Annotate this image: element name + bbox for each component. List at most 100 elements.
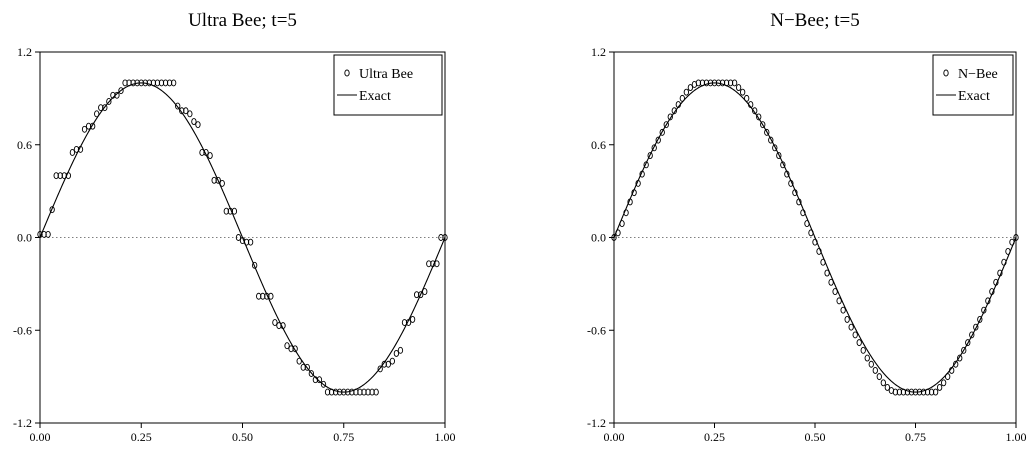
chart1-data-point bbox=[207, 152, 213, 160]
chart2-data-point bbox=[949, 366, 955, 374]
chart1-data-point bbox=[114, 91, 120, 99]
chart2-data-point bbox=[1009, 238, 1015, 246]
chart1-data-point bbox=[296, 357, 302, 365]
chart2-data-point bbox=[756, 113, 762, 121]
chart2-data-point bbox=[989, 288, 995, 296]
chart2-data-point bbox=[667, 113, 673, 121]
chart2-data-point bbox=[932, 388, 939, 396]
chart2-data-point bbox=[880, 379, 886, 387]
chart2-data-point bbox=[627, 198, 633, 206]
chart1-data-point bbox=[219, 179, 225, 187]
chart1-data-point bbox=[183, 107, 189, 115]
chart1-data-point bbox=[292, 345, 298, 353]
chart2-data-point bbox=[635, 179, 641, 187]
chart2-data-point bbox=[679, 94, 685, 102]
chart2-data-point bbox=[643, 161, 649, 169]
chart2-data-point bbox=[812, 238, 818, 246]
chart1-legend-box bbox=[333, 54, 443, 116]
chart2-data-point bbox=[764, 128, 770, 136]
chart2-data-point bbox=[788, 179, 794, 187]
chart1-data-point bbox=[422, 288, 428, 296]
chart2-x-tick-label: 1.00 bbox=[1006, 430, 1027, 444]
chart1-data-point bbox=[203, 149, 209, 156]
chart2-data-point bbox=[852, 331, 858, 339]
chart2-data-point bbox=[639, 170, 645, 178]
chart2-data-point bbox=[864, 354, 870, 362]
chart2-legend-label-numeric: N−Bee bbox=[958, 67, 998, 82]
chart1-data-point bbox=[389, 357, 395, 365]
chart2-title: N−Bee; t=5 bbox=[770, 10, 860, 31]
chart2-data-point bbox=[768, 136, 774, 144]
chart2-data-point bbox=[659, 128, 665, 136]
chart2-data-point bbox=[671, 107, 677, 115]
chart2-data-point bbox=[844, 315, 850, 323]
chart1-data-point bbox=[377, 365, 383, 373]
chart1-data-point bbox=[106, 98, 112, 105]
chart1-data-point bbox=[170, 79, 177, 87]
chart2-y-tick-label: -0.6 bbox=[587, 323, 606, 337]
chart1-data-point bbox=[102, 104, 108, 112]
chart2-data-point bbox=[752, 107, 758, 115]
chart2-data-point bbox=[856, 339, 862, 347]
chart2-data-point bbox=[981, 306, 987, 314]
chart1-data-point bbox=[442, 234, 448, 241]
chart1-data-point bbox=[405, 319, 412, 326]
chart1-data-point bbox=[118, 87, 124, 95]
chart1-data-point bbox=[94, 110, 100, 118]
chart2-data-point bbox=[884, 383, 891, 391]
chart2-data-point bbox=[816, 247, 822, 255]
chart1-title: Ultra Bee; t=5 bbox=[188, 10, 297, 31]
chart2-data-point bbox=[619, 220, 625, 228]
chart2: N−Bee; t=5 0.00 0.25 0.50 0.75 1.00 1.2 0.6 0.0 -… bbox=[587, 10, 1027, 444]
chart2-data-point bbox=[748, 101, 754, 109]
chart1-data-point bbox=[385, 360, 391, 368]
chart2-data-point bbox=[623, 209, 629, 217]
chart2-data-point bbox=[860, 346, 866, 354]
chart2-data-point bbox=[1005, 247, 1011, 255]
chart2-data-point bbox=[969, 331, 975, 339]
chart1-data-point bbox=[280, 322, 286, 330]
chart1-data-point bbox=[215, 176, 221, 184]
chart1-x-tick-label: 0.25 bbox=[131, 430, 152, 444]
chart1-x-tick-label: 0.00 bbox=[30, 430, 51, 444]
chart2-data-point bbox=[731, 79, 738, 87]
chart2-data-point bbox=[683, 88, 690, 96]
chart2-legend-marker bbox=[943, 69, 949, 77]
chart2-data-point bbox=[808, 229, 814, 237]
chart2-data-point bbox=[735, 84, 742, 92]
chart1-data-point bbox=[45, 230, 51, 238]
chart2-data-point bbox=[1013, 234, 1019, 241]
chart1-data-point bbox=[175, 102, 181, 110]
chart2-data-point bbox=[836, 297, 842, 305]
chart1-y-tick-label: 0.0 bbox=[17, 231, 32, 245]
chart1-x-tick-label: 0.75 bbox=[333, 430, 354, 444]
chart2-data-point bbox=[828, 278, 834, 286]
chart2-data-point bbox=[780, 161, 786, 169]
chart1-data-point bbox=[272, 319, 278, 326]
chart2-data-point bbox=[772, 144, 778, 152]
chart2-data-point bbox=[744, 94, 750, 102]
chart2-data-point bbox=[973, 323, 979, 331]
chart2-data-point bbox=[957, 354, 963, 362]
chart1-data-point bbox=[77, 145, 84, 153]
chart1-data-point bbox=[247, 238, 254, 246]
chart1-legend-label-exact: Exact bbox=[359, 89, 391, 104]
chart2-data-point bbox=[760, 121, 766, 129]
chart1-data-point bbox=[284, 342, 290, 350]
chart1-data-point bbox=[320, 380, 327, 388]
chart2-data-point bbox=[611, 234, 617, 241]
chart2-y-tick-label: 1.2 bbox=[591, 45, 606, 59]
chart2-data-point bbox=[936, 383, 943, 391]
chart1-data-point bbox=[373, 388, 379, 396]
chart2-data-point bbox=[961, 346, 967, 354]
chart1-data-point bbox=[434, 260, 440, 268]
chart1-data-point bbox=[251, 261, 258, 269]
chart2-data-point bbox=[655, 136, 661, 144]
chart1-data-point bbox=[268, 292, 274, 300]
chart2-data-point bbox=[824, 269, 830, 277]
chart1-legend-marker bbox=[344, 69, 350, 77]
chart2-data-point bbox=[840, 306, 846, 314]
chart2-data-point bbox=[868, 360, 874, 368]
chart2-data-point bbox=[945, 373, 951, 381]
